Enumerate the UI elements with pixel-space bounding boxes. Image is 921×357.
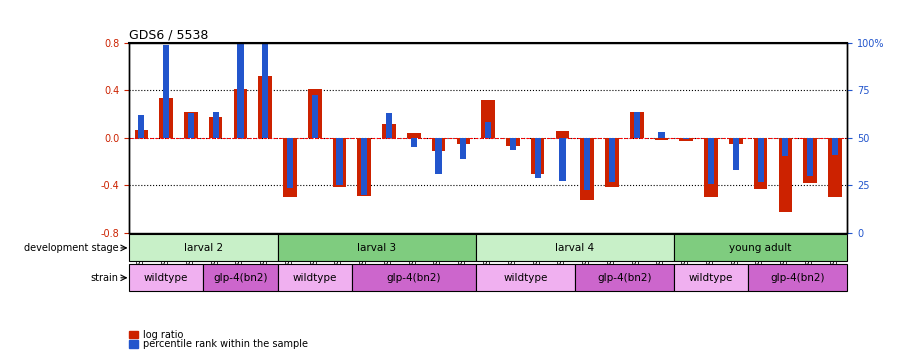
Bar — [530, 138, 544, 174]
Bar — [234, 89, 247, 138]
Bar — [336, 138, 343, 185]
Bar — [757, 138, 764, 182]
Bar — [510, 138, 516, 150]
Bar — [580, 138, 594, 200]
Text: GDS6 / 5538: GDS6 / 5538 — [129, 29, 208, 42]
Bar — [683, 138, 690, 139]
Bar — [476, 235, 674, 261]
Bar — [361, 138, 367, 195]
Bar — [748, 264, 847, 291]
Bar — [674, 235, 847, 261]
Bar — [559, 138, 565, 181]
Bar — [352, 264, 476, 291]
Text: wildtype: wildtype — [144, 273, 188, 283]
Bar — [482, 100, 495, 138]
Bar — [308, 89, 321, 138]
Bar — [753, 138, 767, 189]
Text: percentile rank within the sample: percentile rank within the sample — [143, 339, 308, 349]
Text: development stage: development stage — [24, 243, 118, 253]
Bar — [184, 112, 198, 138]
Text: glp-4(bn2): glp-4(bn2) — [597, 273, 652, 283]
Bar — [277, 235, 476, 261]
Bar — [534, 138, 541, 178]
Bar — [575, 264, 674, 291]
Bar — [674, 264, 748, 291]
Bar — [460, 138, 466, 159]
Bar — [605, 138, 619, 187]
Bar — [630, 112, 644, 138]
Text: larval 2: larval 2 — [183, 243, 223, 253]
Bar — [485, 122, 491, 138]
Bar — [634, 112, 640, 138]
Bar — [407, 133, 421, 138]
Bar — [432, 138, 446, 151]
Bar — [332, 138, 346, 187]
Text: larval 4: larval 4 — [555, 243, 594, 253]
Bar — [680, 138, 694, 141]
Bar — [778, 138, 792, 212]
Bar — [555, 131, 569, 138]
Bar — [436, 138, 442, 174]
Bar — [457, 138, 471, 144]
Bar — [277, 264, 352, 291]
Bar — [803, 138, 817, 183]
Bar — [138, 115, 145, 138]
Bar — [213, 112, 219, 138]
Bar — [134, 130, 148, 138]
Text: log ratio: log ratio — [143, 330, 183, 340]
Text: young adult: young adult — [729, 243, 792, 253]
Text: wildtype: wildtype — [503, 273, 547, 283]
Bar — [238, 40, 243, 138]
Bar — [705, 138, 717, 197]
Bar — [357, 138, 371, 196]
Bar — [807, 138, 813, 176]
Bar — [129, 264, 204, 291]
Bar — [411, 138, 417, 147]
Text: glp-4(bn2): glp-4(bn2) — [771, 273, 825, 283]
Text: wildtype: wildtype — [293, 273, 337, 283]
Bar — [209, 116, 223, 138]
Bar — [286, 138, 293, 188]
Bar — [655, 138, 669, 140]
Bar — [159, 97, 173, 138]
Bar — [259, 76, 272, 138]
Bar — [832, 138, 838, 155]
Bar — [283, 138, 297, 197]
Bar — [188, 113, 194, 138]
Bar — [708, 138, 714, 184]
Bar — [386, 113, 392, 138]
Text: glp-4(bn2): glp-4(bn2) — [387, 273, 441, 283]
Bar — [262, 43, 268, 138]
Bar — [129, 235, 277, 261]
Bar — [659, 132, 665, 138]
Bar — [729, 138, 742, 144]
Bar — [311, 95, 318, 138]
Bar — [382, 124, 396, 138]
Text: larval 3: larval 3 — [357, 243, 396, 253]
Bar — [733, 138, 739, 170]
Text: glp-4(bn2): glp-4(bn2) — [213, 273, 268, 283]
Bar — [584, 138, 590, 190]
Bar — [507, 138, 519, 146]
Text: wildtype: wildtype — [689, 273, 733, 283]
Bar — [204, 264, 277, 291]
Bar — [609, 138, 615, 182]
Bar — [476, 264, 575, 291]
Bar — [163, 45, 169, 138]
Bar — [828, 138, 842, 197]
Bar — [782, 138, 788, 156]
Text: strain: strain — [90, 273, 118, 283]
